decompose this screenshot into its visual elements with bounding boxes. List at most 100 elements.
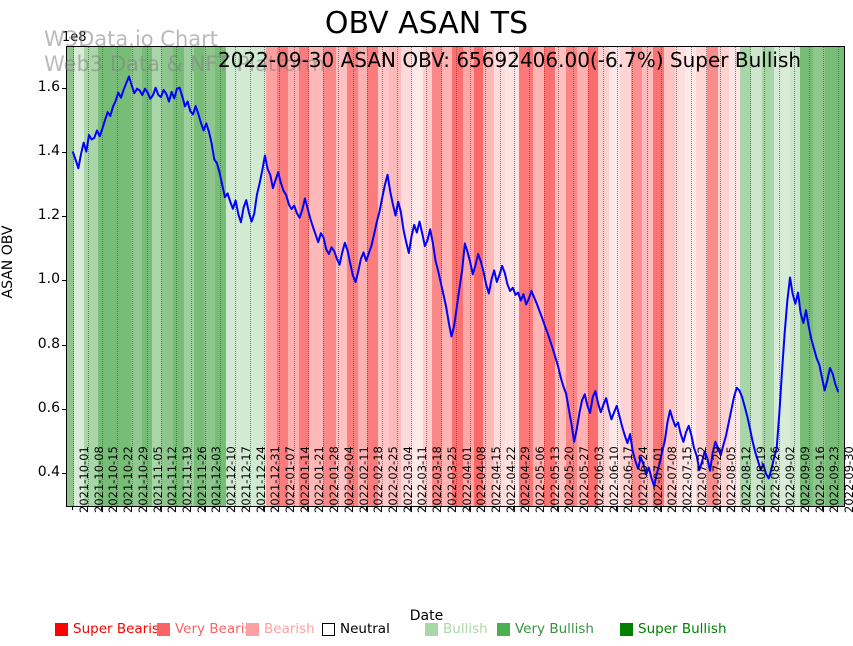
x-tick-mark (307, 506, 309, 510)
x-tick-mark (425, 506, 427, 510)
x-tick-label: 2022-06-24 (636, 446, 651, 513)
x-tick-mark (277, 506, 279, 510)
y-tick-mark (62, 344, 66, 346)
watermark-line-2: Web3 Data & NFT Platform (44, 52, 326, 76)
x-tick-mark (704, 506, 706, 510)
legend-item-very-bearish[interactable]: Very Bearish (157, 618, 260, 640)
x-tick-mark (719, 506, 721, 510)
sentiment-band (377, 47, 389, 506)
x-tick-label: 2022-05-27 (577, 446, 592, 513)
legend-swatch-icon (246, 622, 259, 636)
x-axis-label: Date (409, 608, 444, 624)
y-tick-label: 0.6 (37, 399, 60, 416)
legend-item-bullish[interactable]: Bullish (425, 618, 488, 640)
x-tick-mark (116, 506, 118, 510)
sentiment-band (674, 47, 686, 506)
sentiment-band (598, 47, 610, 506)
x-tick-label: 2021-11-26 (194, 446, 209, 513)
sentiment-band (620, 47, 632, 506)
x-tick-label: 2022-06-17 (621, 446, 636, 513)
x-tick-label: 2022-08-12 (739, 446, 754, 513)
legend-label: Very Bearish (175, 621, 261, 637)
x-tick-mark (557, 506, 559, 510)
sentiment-band (130, 47, 142, 506)
x-tick-label: 2022-09-09 (797, 446, 812, 513)
plot-area (66, 46, 845, 507)
sentiment-band (298, 47, 310, 506)
x-tick-label: 2022-03-18 (430, 446, 445, 513)
x-tick-label: 2021-11-19 (179, 446, 194, 513)
x-tick-label: 2022-07-08 (665, 446, 680, 513)
x-tick-label: 2022-09-02 (783, 446, 798, 513)
sentiment-band (474, 47, 484, 506)
legend: Super Bearish Very Bearish Bearish Neutral B… (0, 618, 853, 640)
page-title: OBV ASAN TS (324, 6, 529, 41)
x-tick-label: 2022-02-04 (341, 446, 356, 513)
x-tick-mark (469, 506, 471, 510)
x-tick-mark (189, 506, 191, 510)
sentiment-band (214, 47, 226, 506)
legend-item-very-bullish[interactable]: Very Bullish (497, 618, 594, 640)
sentiment-band (225, 47, 266, 506)
x-tick-label: 2022-01-28 (327, 446, 342, 513)
x-tick-mark (233, 506, 235, 510)
legend-label: Neutral (340, 621, 390, 637)
sentiment-band (152, 47, 162, 506)
x-tick-mark (778, 506, 780, 510)
sentiment-band (483, 47, 495, 506)
sentiment-band (533, 47, 545, 506)
x-tick-mark (366, 506, 368, 510)
x-tick-label: 2022-03-25 (444, 446, 459, 513)
x-tick-label: 2021-11-12 (165, 446, 180, 513)
sentiment-band (422, 47, 433, 506)
legend-label: Very Bullish (515, 621, 594, 637)
watermark-line-1: W3Data.io Chart (44, 27, 219, 51)
x-tick-label: 2021-10-29 (135, 446, 150, 513)
legend-item-super-bullish[interactable]: Super Bullish (620, 618, 727, 640)
x-tick-label: 2022-01-07 (282, 446, 297, 513)
x-tick-label: 2022-04-15 (488, 446, 503, 513)
sentiment-band (812, 47, 826, 506)
x-tick-mark (837, 506, 838, 510)
x-tick-label: 2022-09-30 (842, 446, 853, 513)
y-tick-label: 1.6 (37, 78, 60, 95)
y-tick-label: 0.8 (37, 335, 60, 352)
latest-value-annotation: 2022-09-30 ASAN OBV: 65692406.00(-6.7%) … (218, 48, 802, 72)
y-tick-mark (62, 408, 66, 410)
sentiment-band (203, 47, 215, 506)
x-tick-label: 2021-11-05 (150, 446, 165, 513)
x-tick-label: 2021-12-03 (209, 446, 224, 513)
x-tick-label: 2021-12-24 (253, 446, 268, 513)
x-tick-mark (586, 506, 588, 510)
x-tick-mark (130, 506, 132, 510)
y-tick-label: 1.2 (37, 207, 60, 224)
x-tick-label: 2022-04-22 (503, 446, 518, 513)
sentiment-band (73, 47, 85, 506)
x-tick-mark (292, 506, 294, 510)
sentiment-band (323, 47, 336, 506)
legend-swatch-icon (55, 622, 68, 636)
x-tick-mark (86, 506, 88, 510)
legend-item-bearish[interactable]: Bearish (246, 618, 315, 640)
y-axis-offset-label: 1e8 (62, 30, 87, 45)
sentiment-band (707, 47, 719, 506)
sentiment-band (309, 47, 324, 506)
y-tick-mark (62, 472, 66, 474)
legend-swatch-icon (497, 622, 510, 636)
x-tick-mark (322, 506, 324, 510)
x-tick-label: 2021-10-15 (106, 446, 121, 513)
legend-item-neutral[interactable]: Neutral (322, 618, 390, 640)
x-tick-mark (675, 506, 677, 510)
sentiment-band (609, 47, 621, 506)
x-tick-mark (542, 506, 544, 510)
x-tick-label: 2022-07-29 (709, 446, 724, 513)
sentiment-band (544, 47, 555, 506)
x-tick-mark (263, 506, 265, 510)
x-tick-label: 2022-04-08 (474, 446, 489, 513)
legend-item-super-bearish[interactable]: Super Bearish (55, 618, 168, 640)
y-tick-mark (62, 280, 66, 282)
sentiment-band (161, 47, 173, 506)
sentiment-band (739, 47, 751, 506)
x-tick-mark (145, 506, 147, 510)
obv-line-series (72, 75, 839, 488)
